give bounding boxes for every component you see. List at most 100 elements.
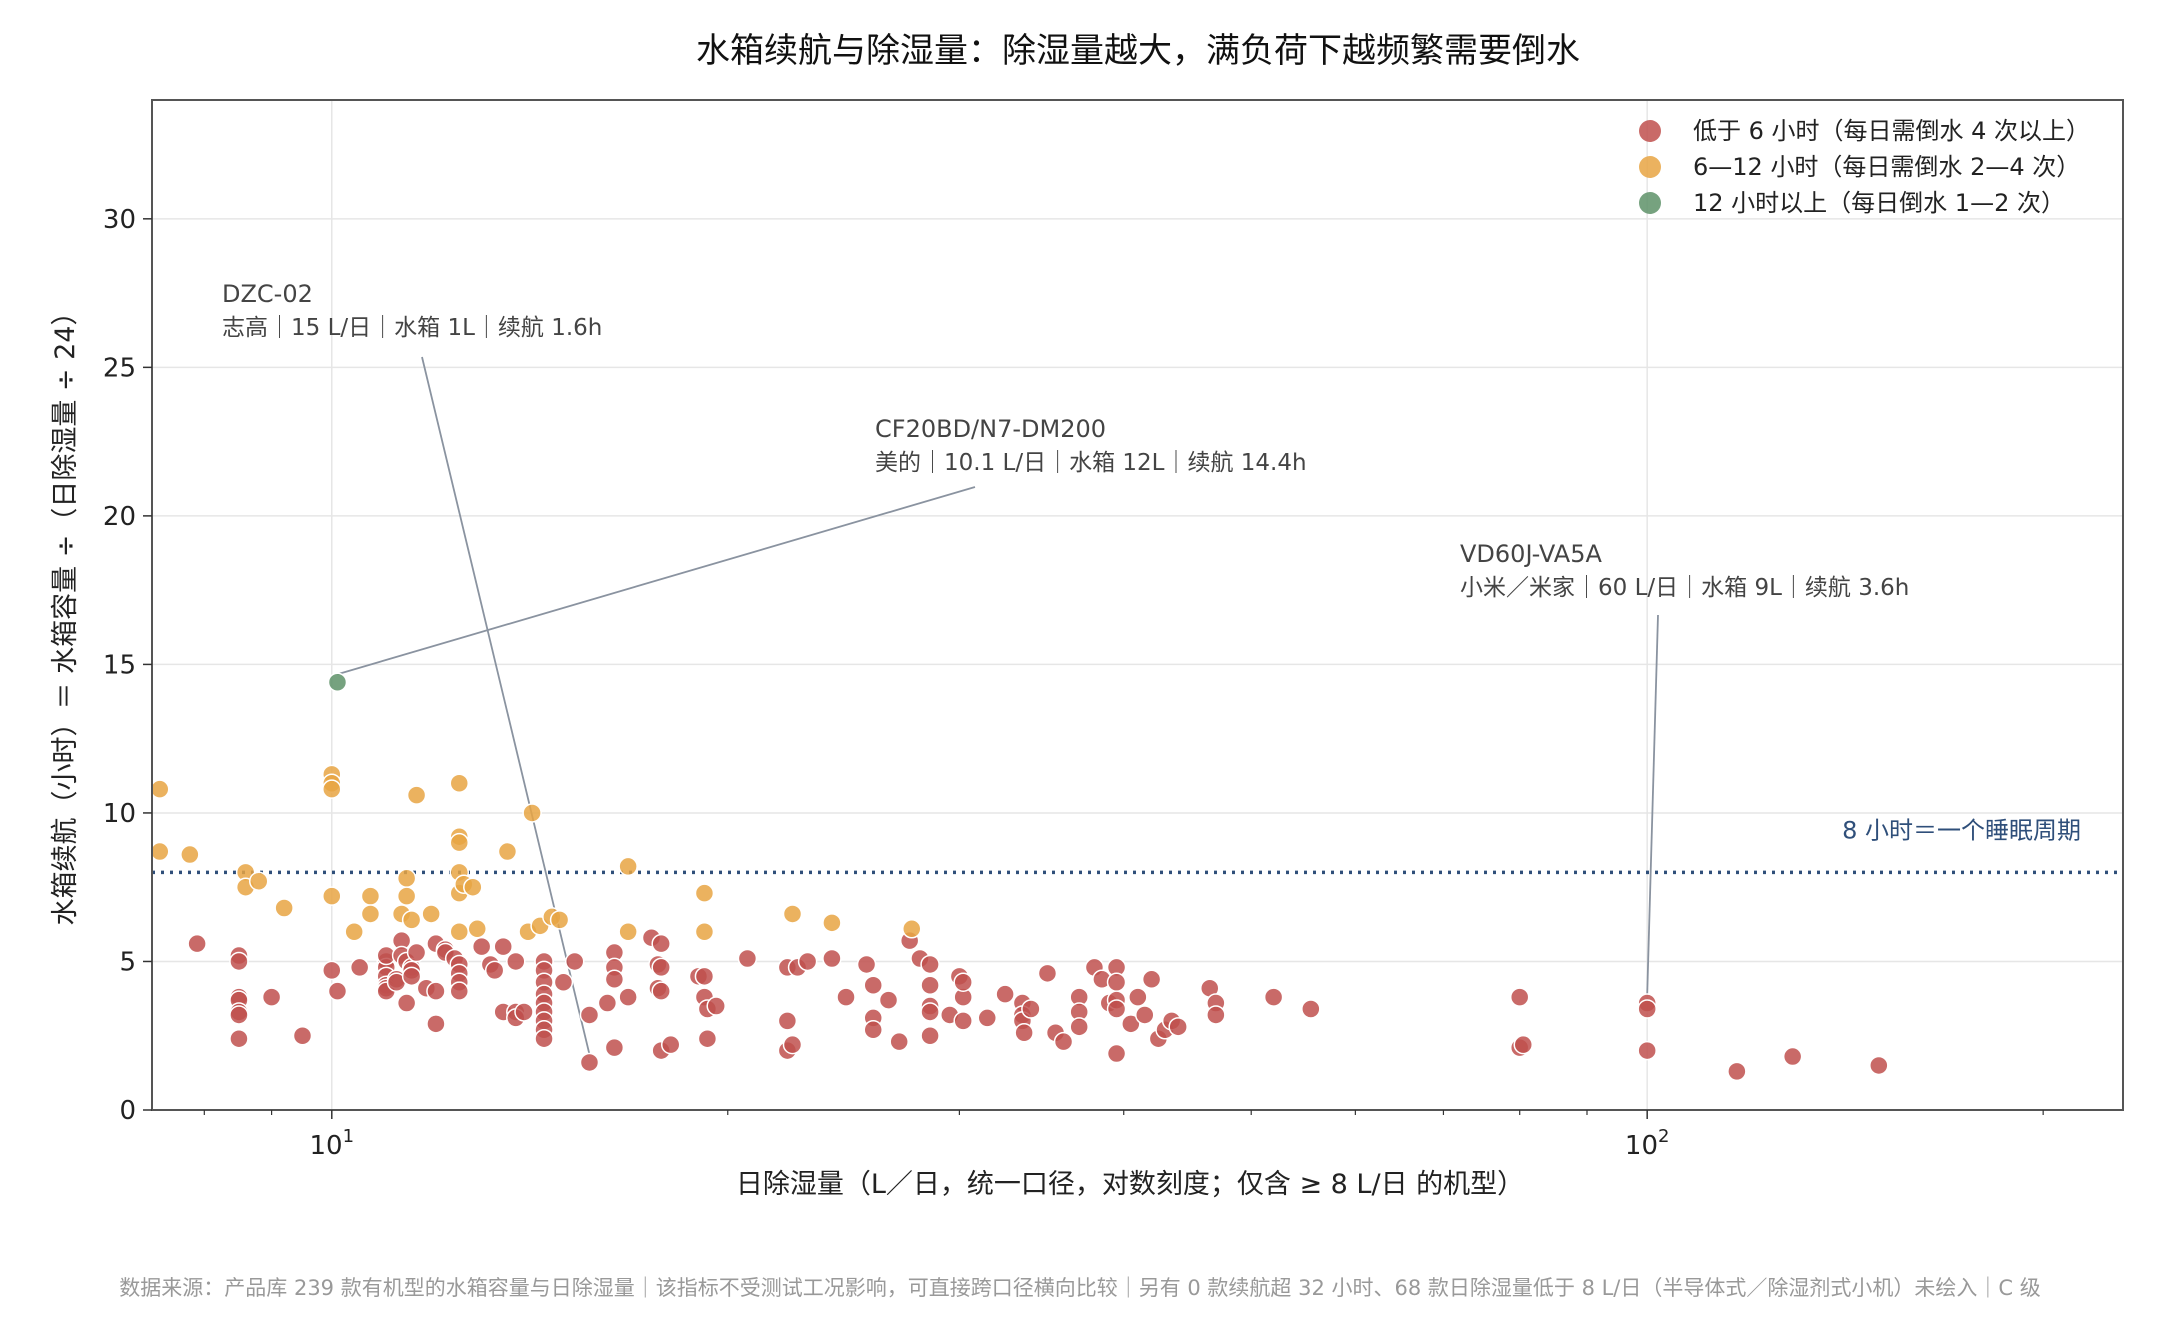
data-point bbox=[471, 936, 492, 957]
data-point bbox=[396, 868, 417, 889]
data-point bbox=[229, 1005, 249, 1025]
data-point bbox=[327, 672, 348, 692]
reference-line-label: 8 小时＝一个睡眠周期 bbox=[1842, 816, 2081, 844]
data-point bbox=[401, 966, 422, 987]
data-point bbox=[274, 898, 294, 918]
data-point bbox=[150, 779, 170, 799]
data-point bbox=[902, 919, 922, 939]
data-point bbox=[1727, 1061, 1747, 1082]
data-point bbox=[187, 933, 207, 954]
reference-line-group: 8 小时＝一个睡眠周期 bbox=[152, 816, 2123, 875]
data-point bbox=[1128, 987, 1148, 1007]
data-point bbox=[553, 972, 574, 993]
data-point bbox=[782, 904, 803, 924]
y-tick-label: 30 bbox=[103, 205, 136, 235]
data-point bbox=[995, 984, 1015, 1004]
data-point bbox=[953, 972, 973, 993]
data-point bbox=[1206, 1005, 1226, 1025]
data-point bbox=[449, 922, 470, 942]
y-tick-label: 25 bbox=[103, 353, 136, 383]
data-point bbox=[953, 1011, 973, 1031]
chart-title: 水箱续航与除湿量：除湿量越大，满负荷下越频繁需要倒水 bbox=[696, 31, 1580, 71]
data-point bbox=[249, 871, 269, 892]
annotation-leader-line bbox=[421, 356, 591, 1055]
x-tick-label: 102 bbox=[1625, 1126, 1670, 1161]
data-point bbox=[1037, 963, 1058, 984]
data-point bbox=[604, 1037, 625, 1058]
data-point bbox=[618, 856, 638, 877]
data-point bbox=[604, 969, 625, 990]
data-point bbox=[1782, 1046, 1803, 1067]
data-point bbox=[1106, 1043, 1127, 1064]
data-point bbox=[1106, 972, 1127, 993]
y-tick-label: 20 bbox=[103, 502, 136, 532]
data-point bbox=[1301, 999, 1321, 1019]
data-point bbox=[180, 844, 200, 865]
x-axis-label: 日除湿量（L／日，统一口径，对数刻度；仅含 ≥ 8 L/日 的机型） bbox=[736, 1169, 1524, 1200]
data-point bbox=[878, 990, 899, 1010]
data-point bbox=[579, 1005, 600, 1025]
legend-marker bbox=[1639, 192, 1661, 214]
data-point bbox=[651, 981, 671, 1001]
data-point bbox=[522, 803, 542, 823]
data-point bbox=[401, 910, 422, 930]
footnote: 数据来源：产品库 239 款有机型的水箱容量与日除湿量｜该指标不受测试工况影响，… bbox=[119, 1276, 2040, 1300]
data-point bbox=[1141, 969, 1162, 990]
gridlines bbox=[152, 100, 2123, 1111]
data-point bbox=[651, 957, 671, 978]
data-point bbox=[360, 886, 381, 906]
annotation-leader-line bbox=[1646, 614, 1659, 996]
data-point bbox=[514, 1002, 534, 1022]
data-point bbox=[1069, 1017, 1089, 1037]
data-point bbox=[426, 981, 446, 1001]
y-tick-label: 5 bbox=[119, 947, 136, 977]
data-point bbox=[694, 883, 715, 903]
data-point bbox=[1021, 999, 1041, 1019]
data-point bbox=[449, 773, 470, 793]
data-point bbox=[322, 779, 342, 799]
data-point bbox=[697, 1028, 718, 1049]
data-point bbox=[327, 981, 348, 1001]
annotation-leader-line bbox=[337, 486, 976, 676]
data-point bbox=[797, 951, 818, 972]
y-axis-label: 水箱续航（小时）＝ 水箱容量 ÷（日除湿量 ÷ 24） bbox=[50, 299, 81, 926]
data-point bbox=[777, 1011, 798, 1031]
data-point bbox=[822, 913, 842, 933]
legend-marker bbox=[1639, 156, 1661, 178]
data-point bbox=[1053, 1031, 1074, 1052]
data-point bbox=[1637, 999, 1657, 1019]
plot-frame bbox=[151, 99, 2124, 1111]
data-point bbox=[229, 951, 249, 972]
data-point bbox=[467, 919, 488, 939]
data-point bbox=[651, 933, 671, 954]
data-point bbox=[292, 1025, 313, 1046]
data-point bbox=[1014, 1023, 1034, 1043]
x-axis-ticks: 101 102 bbox=[203, 1110, 2044, 1161]
data-point bbox=[564, 951, 585, 972]
data-point bbox=[920, 954, 940, 975]
data-point bbox=[706, 996, 726, 1016]
data-point bbox=[694, 922, 715, 942]
data-point bbox=[261, 987, 282, 1007]
data-point bbox=[426, 1014, 446, 1034]
data-point bbox=[822, 948, 842, 969]
data-point bbox=[1106, 999, 1127, 1019]
data-point bbox=[1509, 987, 1530, 1007]
y-tick-label: 0 bbox=[119, 1096, 136, 1126]
legend-label: 低于 6 小时（每日需倒水 4 次以上） bbox=[1693, 117, 2090, 145]
data-point bbox=[1121, 1014, 1141, 1034]
data-point bbox=[863, 975, 883, 995]
data-point bbox=[360, 904, 381, 924]
data-point bbox=[863, 1020, 883, 1040]
legend-marker bbox=[1639, 120, 1661, 142]
data-point bbox=[421, 904, 441, 924]
data-point bbox=[579, 1052, 600, 1073]
data-point bbox=[660, 1034, 681, 1055]
data-point bbox=[737, 948, 758, 969]
data-point bbox=[1263, 987, 1284, 1007]
data-point bbox=[344, 922, 364, 942]
x-tick-label: 101 bbox=[310, 1126, 355, 1161]
data-point bbox=[856, 954, 877, 975]
data-point bbox=[1513, 1034, 1534, 1055]
